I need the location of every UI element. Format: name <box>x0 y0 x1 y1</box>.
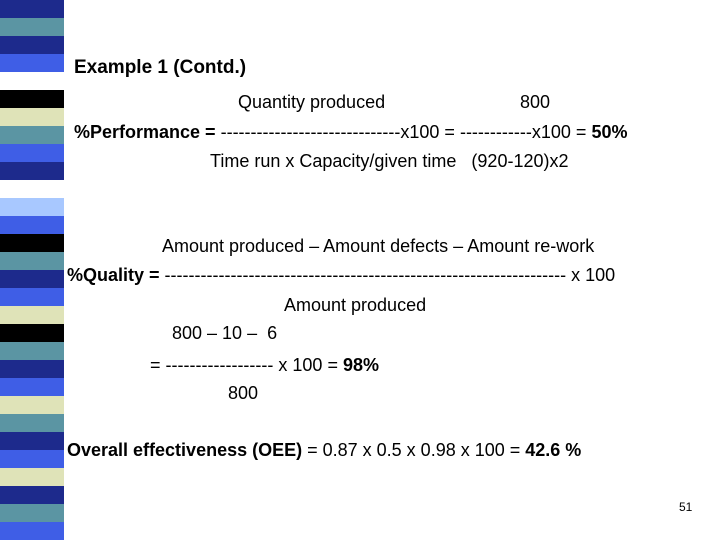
oee-formula: = 0.87 x 0.5 x 0.98 x 100 = <box>302 440 526 460</box>
slide-title: Example 1 (Contd.) <box>74 57 247 78</box>
quality-calc-line: = ------------------ x 100 = <box>150 355 343 375</box>
stripe-segment <box>0 216 64 234</box>
quality-fraction-line: ----------------------------------------… <box>164 265 616 285</box>
stripe-segment <box>0 108 64 126</box>
stripe-segment <box>0 342 64 360</box>
stripe-segment <box>0 486 64 504</box>
stripe-segment <box>0 252 64 270</box>
stripe-segment <box>0 270 64 288</box>
stripe-segment <box>0 0 64 18</box>
stripe-segment <box>0 450 64 468</box>
stripe-segment <box>0 144 64 162</box>
quality-numerator: Amount produced – Amount defects – Amoun… <box>162 236 595 256</box>
stripe-segment <box>0 36 64 54</box>
quality-calc-equation: = ------------------ x 100 = 98% <box>150 355 379 375</box>
oee-label: Overall effectiveness (OEE) <box>67 440 303 460</box>
quality-calc-numerator: 800 – 10 – 6 <box>172 323 278 343</box>
stripe-segment <box>0 90 64 108</box>
stripe-segment <box>0 306 64 324</box>
stripe-segment <box>0 414 64 432</box>
performance-numerator: Quantity produced <box>238 92 386 112</box>
stripe-segment <box>0 360 64 378</box>
stripe-segment <box>0 324 64 342</box>
quality-label: %Quality = <box>67 265 165 285</box>
performance-result: 50% <box>591 122 628 142</box>
stripe-segment <box>0 504 64 522</box>
stripe-segment <box>0 234 64 252</box>
stripe-segment <box>0 72 64 90</box>
stripe-segment <box>0 54 64 72</box>
quality-calc-denominator: 800 <box>228 383 259 403</box>
stripe-segment <box>0 18 64 36</box>
stripe-segment <box>0 198 64 216</box>
decorative-stripe <box>0 0 64 540</box>
quality-denominator: Amount produced <box>284 295 427 315</box>
stripe-segment <box>0 468 64 486</box>
stripe-segment <box>0 378 64 396</box>
quality-calc-result: 98% <box>342 355 379 375</box>
performance-denominator: Time run x Capacity/given time (920-120)… <box>210 151 569 171</box>
stripe-segment <box>0 180 64 198</box>
oee-equation: Overall effectiveness (OEE) = 0.87 x 0.5… <box>67 440 581 460</box>
oee-result: 42.6 % <box>525 440 582 460</box>
page-number: 51 <box>679 500 693 514</box>
performance-numerator-value: 800 <box>520 92 551 112</box>
performance-equation: %Performance = -------------------------… <box>74 122 627 142</box>
stripe-segment <box>0 288 64 306</box>
stripe-segment <box>0 162 64 180</box>
stripe-segment <box>0 126 64 144</box>
stripe-segment <box>0 396 64 414</box>
performance-fraction-line: ------------------------------x100 = ---… <box>220 122 592 142</box>
stripe-segment <box>0 522 64 540</box>
quality-equation: %Quality = -----------------------------… <box>67 265 615 285</box>
performance-label: %Performance = <box>74 122 221 142</box>
stripe-segment <box>0 432 64 450</box>
